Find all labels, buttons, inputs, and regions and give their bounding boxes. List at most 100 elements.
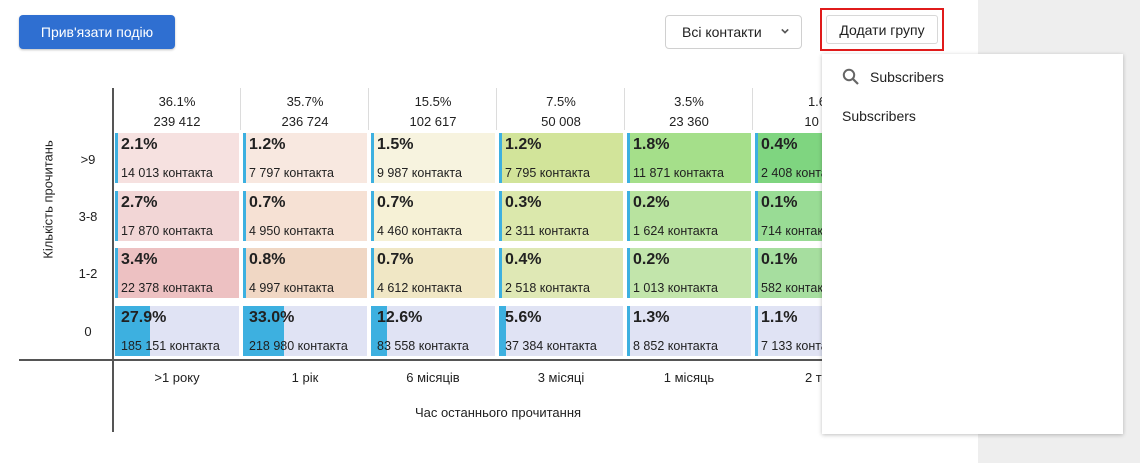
column-header: 3.5% 23 360 (626, 92, 752, 132)
segment-contacts: 4 997 контакта (249, 281, 334, 295)
segment-bar (243, 248, 246, 298)
segment-contacts: 14 013 контакта (121, 166, 213, 180)
column-count: 239 412 (153, 114, 201, 129)
column-separator (368, 88, 369, 130)
segment-bar (499, 248, 502, 298)
segment-contacts: 4 950 контакта (249, 224, 334, 238)
segment-bar (243, 191, 246, 241)
column-separator (496, 88, 497, 130)
group-option[interactable]: Subscribers (842, 108, 916, 124)
segment-cell[interactable]: 0.2% 1 013 контакта (627, 248, 751, 298)
segment-cell[interactable]: 2.7% 17 870 контакта (115, 191, 239, 241)
segment-percent: 0.2% (633, 194, 670, 211)
segment-cell[interactable]: 2.1% 14 013 контакта (115, 133, 239, 183)
segment-cell[interactable]: 0.7% 4 950 контакта (243, 191, 367, 241)
x-axis-tick: >1 року (154, 370, 200, 385)
segment-cell[interactable]: 1.3% 8 852 контакта (627, 306, 751, 356)
segment-contacts: 218 980 контакта (249, 339, 348, 353)
segment-bar (755, 133, 758, 183)
segment-cell[interactable]: 27.9% 185 151 контакта (115, 306, 239, 356)
column-header: 35.7% 236 724 (242, 92, 368, 132)
segment-percent: 1.2% (505, 136, 542, 153)
segment-cell[interactable]: 5.6% 37 384 контакта (499, 306, 623, 356)
segment-cell[interactable]: 0.7% 4 460 контакта (371, 191, 495, 241)
segment-contacts: 83 558 контакта (377, 339, 469, 353)
add-group-dropdown: Subscribers Subscribers (822, 54, 1123, 434)
segment-cell[interactable]: 1.8% 11 871 контакта (627, 133, 751, 183)
x-axis-tick: 1 рік (291, 370, 319, 385)
segment-bar (499, 306, 506, 356)
segment-bar (243, 133, 246, 183)
segment-percent: 12.6% (377, 309, 423, 326)
y-axis-line (112, 88, 114, 432)
segment-bar (115, 191, 118, 241)
segment-cell[interactable]: 1.5% 9 987 контакта (371, 133, 495, 183)
segment-bar (371, 133, 374, 183)
column-header: 7.5% 50 008 (498, 92, 624, 132)
segment-bar (371, 306, 387, 356)
segment-cell[interactable]: 3.4% 22 378 контакта (115, 248, 239, 298)
segment-contacts: 2 518 контакта (505, 281, 590, 295)
group-search[interactable]: Subscribers (842, 68, 944, 86)
segment-percent: 5.6% (505, 309, 542, 326)
segment-bar (627, 248, 630, 298)
segment-contacts: 9 987 контакта (377, 166, 462, 180)
column-share: 36.1% (158, 94, 196, 109)
segment-bar (755, 191, 758, 241)
segment-contacts: 4 612 контакта (377, 281, 462, 295)
segment-percent: 0.8% (249, 251, 286, 268)
segment-bar (627, 133, 630, 183)
segment-percent: 0.1% (761, 251, 798, 268)
y-axis-tick: >9 (80, 152, 96, 167)
segment-bar (115, 306, 150, 356)
contacts-filter-select[interactable]: Всі контакти (665, 15, 802, 49)
add-group-highlight: Додати групу (820, 8, 944, 51)
segment-bar (499, 191, 502, 241)
segment-bar (755, 306, 758, 356)
bind-event-button[interactable]: Прив'язати подію (19, 15, 175, 49)
segment-bar (371, 248, 374, 298)
segment-cell[interactable]: 0.4% 2 518 контакта (499, 248, 623, 298)
segment-percent: 0.7% (377, 251, 414, 268)
segment-contacts: 37 384 контакта (505, 339, 597, 353)
y-axis-tick: 3-8 (78, 209, 98, 224)
segment-percent: 27.9% (121, 309, 167, 326)
x-axis-line (19, 359, 839, 361)
segment-bar (371, 191, 374, 241)
x-axis-label: Час останнього прочитання (414, 405, 582, 420)
segment-bar (243, 306, 284, 356)
search-icon (842, 68, 859, 85)
column-share: 15.5% (414, 94, 452, 109)
segment-percent: 0.3% (505, 194, 542, 211)
x-axis-tick: 1 місяць (663, 370, 715, 385)
segment-cell[interactable]: 1.2% 7 795 контакта (499, 133, 623, 183)
y-axis-tick: 0 (84, 324, 92, 339)
column-count: 50 008 (541, 114, 581, 129)
column-separator (624, 88, 625, 130)
segment-bar (755, 248, 758, 298)
segment-contacts: 8 852 контакта (633, 339, 718, 353)
column-share: 7.5% (546, 94, 576, 109)
segment-cell[interactable]: 0.2% 1 624 контакта (627, 191, 751, 241)
segment-percent: 33.0% (249, 309, 295, 326)
segment-percent: 1.1% (761, 309, 798, 326)
segment-cell[interactable]: 1.2% 7 797 контакта (243, 133, 367, 183)
segment-percent: 2.7% (121, 194, 158, 211)
segment-percent: 0.4% (761, 136, 798, 153)
contacts-filter-value: Всі контакти (682, 24, 762, 40)
x-axis-tick: 6 місяців (406, 370, 460, 385)
segment-contacts: 185 151 контакта (121, 339, 220, 353)
segment-cell[interactable]: 0.8% 4 997 контакта (243, 248, 367, 298)
segment-cell[interactable]: 12.6% 83 558 контакта (371, 306, 495, 356)
segment-bar (499, 133, 502, 183)
segment-contacts: 2 311 контакта (505, 224, 589, 238)
segment-percent: 0.7% (377, 194, 414, 211)
group-search-input[interactable]: Subscribers (870, 69, 944, 85)
y-axis-label: Кількість прочитань (40, 140, 56, 259)
segment-cell[interactable]: 33.0% 218 980 контакта (243, 306, 367, 356)
segment-cell[interactable]: 0.3% 2 311 контакта (499, 191, 623, 241)
add-group-button[interactable]: Додати групу (826, 15, 938, 44)
segment-cell[interactable]: 0.7% 4 612 контакта (371, 248, 495, 298)
segment-percent: 1.3% (633, 309, 670, 326)
segment-contacts: 22 378 контакта (121, 281, 213, 295)
